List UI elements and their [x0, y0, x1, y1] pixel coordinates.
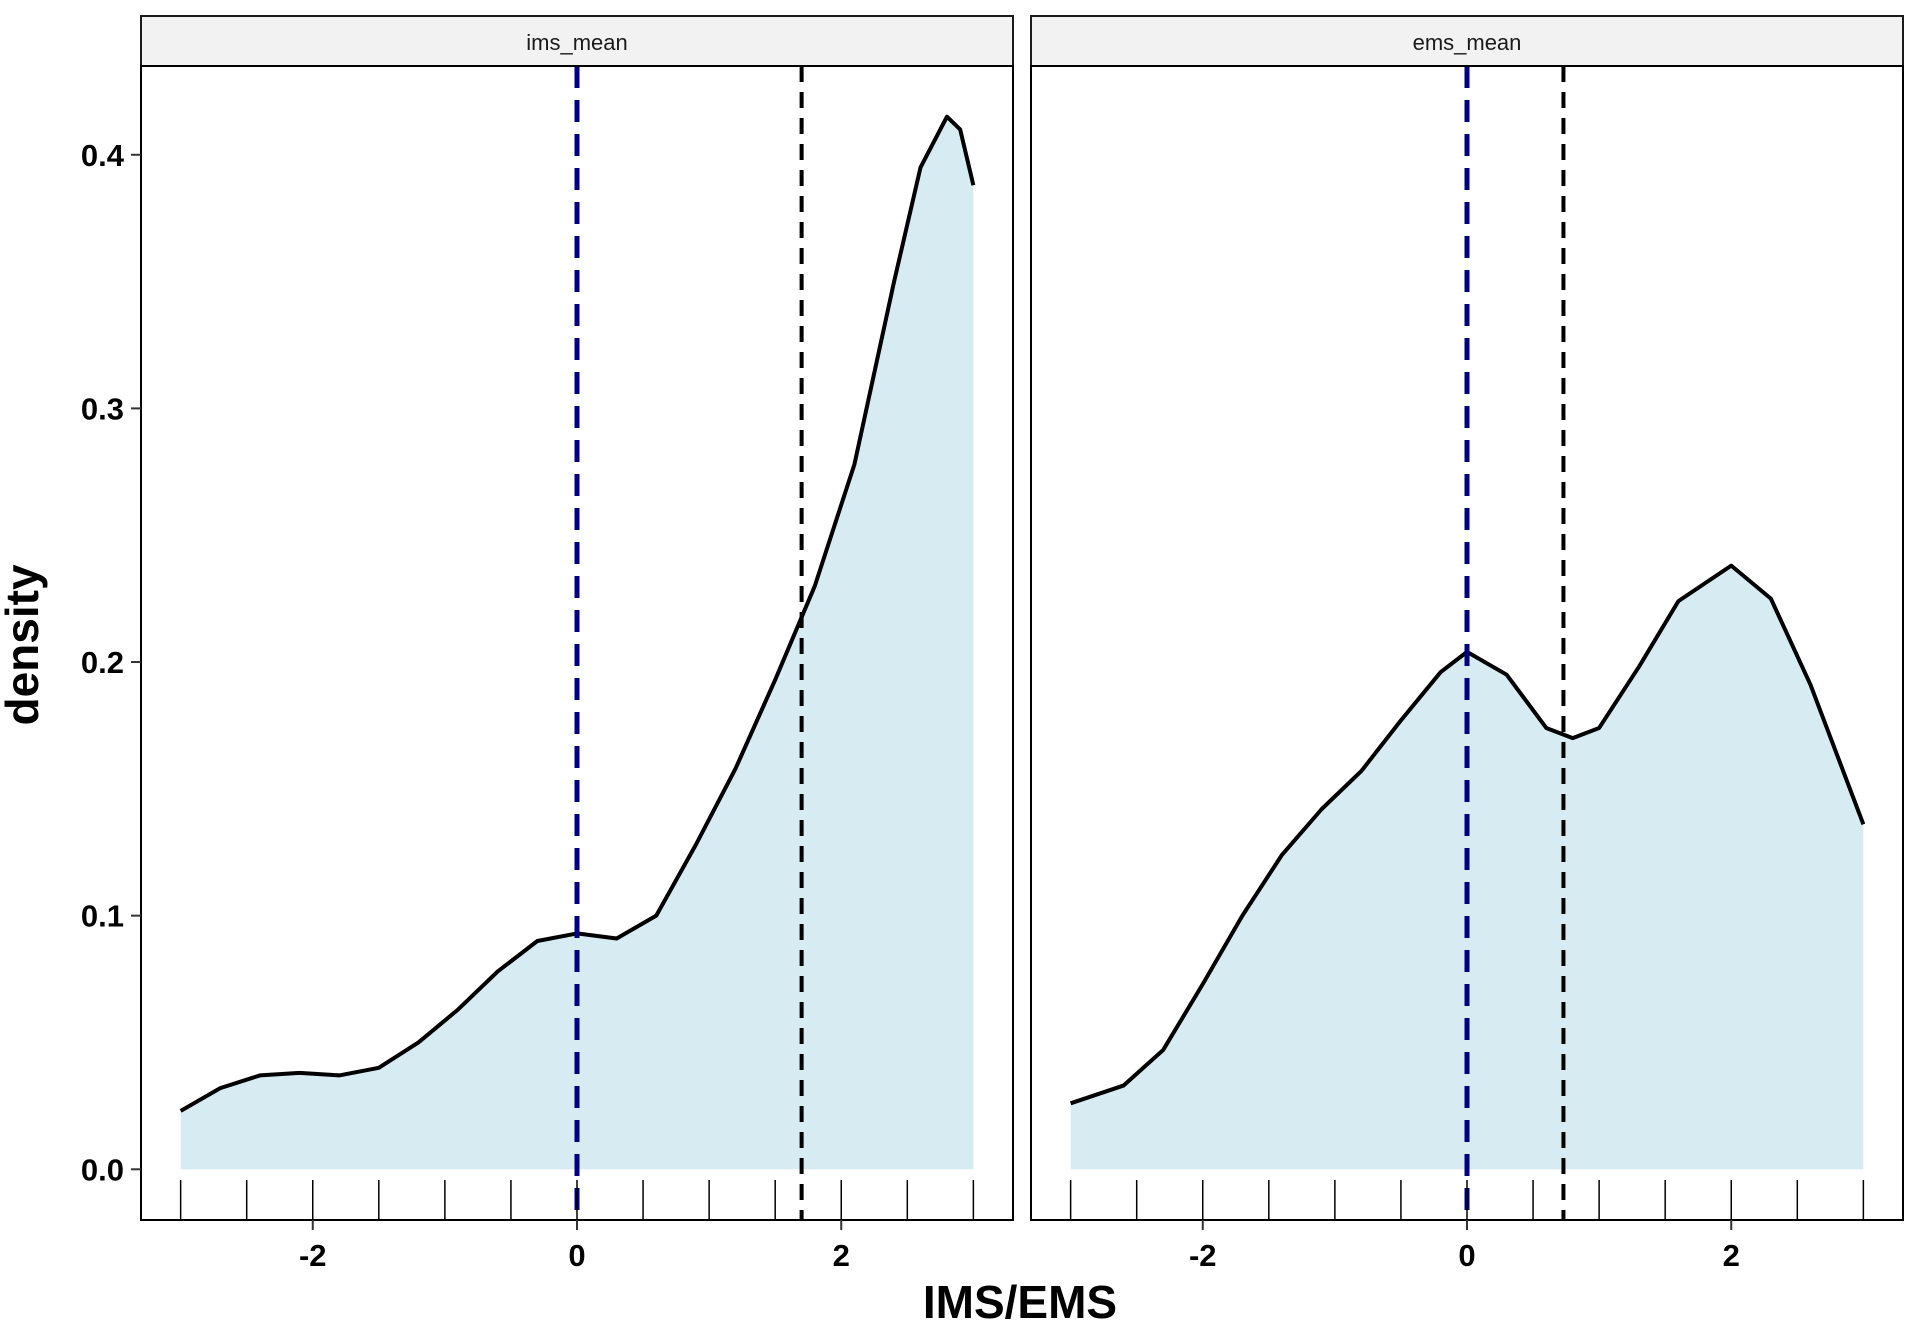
y-tick-label: 0.1 [81, 899, 124, 934]
facet-panels: ims_mean -2 0 2 ems_mean -2 0 2 [131, 15, 1904, 1273]
x-tick-label: -2 [1189, 1238, 1217, 1273]
y-tick-label: 0.0 [81, 1152, 124, 1187]
density-line [179, 114, 976, 1113]
x-tick-label: 2 [833, 1238, 850, 1273]
x-axis-title: IMS/EMS [923, 1276, 1117, 1328]
y-tick-label: 0.3 [81, 391, 124, 426]
strip-label: ems_mean [1413, 30, 1522, 55]
panel-ems_mean: ems_mean -2 0 2 [1030, 15, 1904, 1273]
strip-label: ims_mean [526, 30, 627, 55]
x-tick-label: 2 [1723, 1238, 1740, 1273]
y-tick-label: 0.2 [81, 645, 124, 680]
x-tick-label: 0 [568, 1238, 585, 1273]
y-axis-title: density [0, 564, 48, 725]
strip-background [1030, 15, 1904, 67]
y-tick-label: 0.4 [81, 138, 125, 173]
x-tick-label: -2 [299, 1238, 327, 1273]
x-tick-label: 0 [1458, 1238, 1475, 1273]
strip-background [140, 15, 1014, 67]
y-axis-labels: 0.0 0.1 0.2 0.3 0.4 [81, 138, 125, 1188]
panel-ims_mean: ims_mean -2 0 2 [131, 15, 1014, 1273]
density-area [180, 116, 974, 1170]
